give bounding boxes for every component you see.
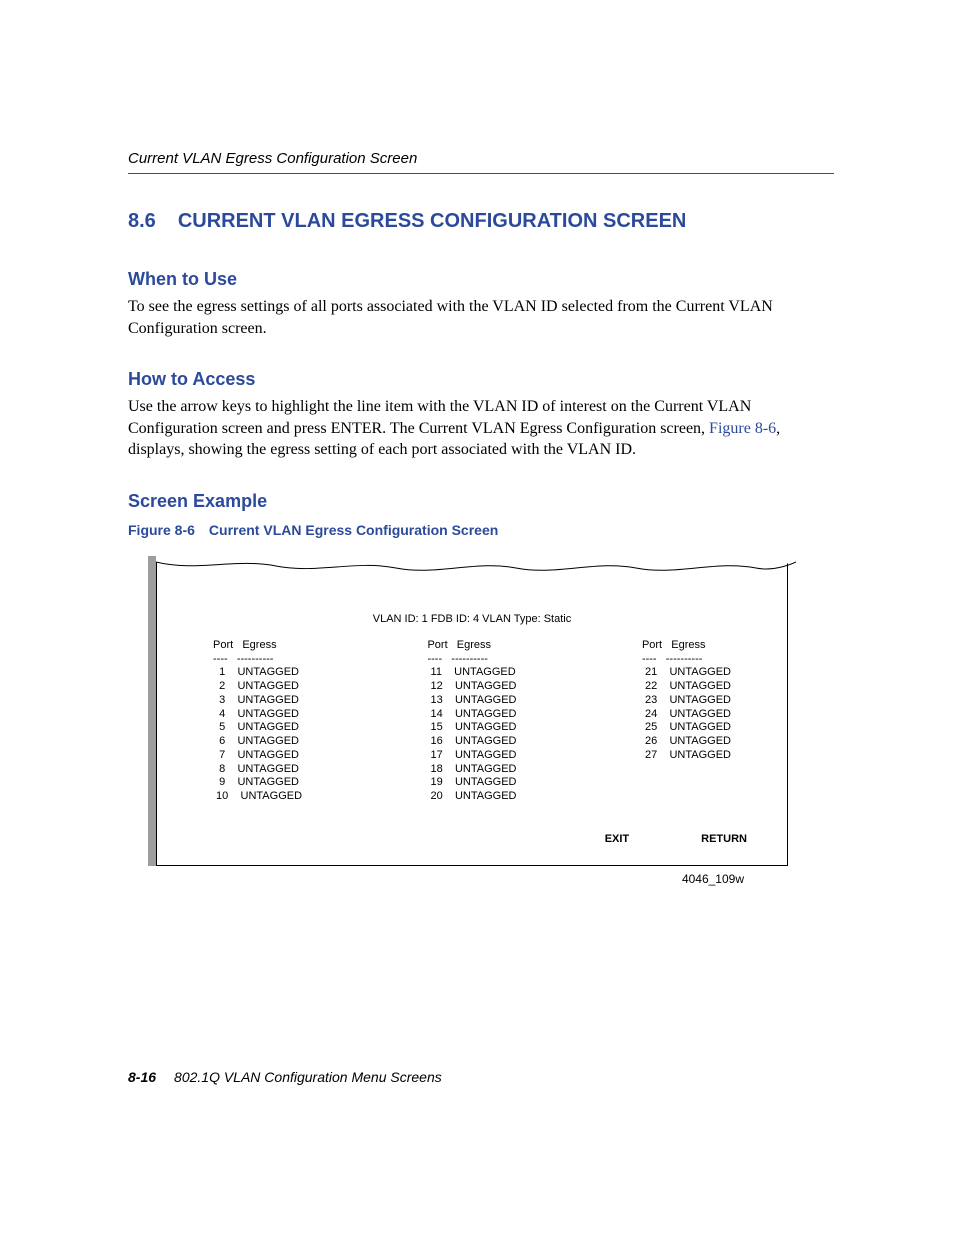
exit-label: EXIT (605, 833, 629, 845)
terminal-column: Port Egress---- ---------- 21 UNTAGGED 2… (642, 639, 731, 804)
chapter-title: 802.1Q VLAN Configuration Menu Screens (174, 1069, 442, 1085)
screen-example-block: Screen Example Figure 8-6 Current VLAN Eg… (128, 491, 834, 886)
when-to-use-text: To see the egress settings of all ports … (128, 296, 834, 339)
terminal-footer: EXIT RETURN (605, 833, 747, 845)
terminal-window: VLAN ID: 1 FDB ID: 4 VLAN Type: Static P… (156, 556, 788, 866)
how-to-access-block: How to Access Use the arrow keys to high… (128, 369, 834, 461)
port-row: 19 UNTAGGED (427, 776, 516, 790)
screen-example-heading: Screen Example (128, 491, 834, 512)
terminal-columns: Port Egress---- ---------- 1 UNTAGGED 2 … (187, 639, 757, 804)
when-to-use-heading: When to Use (128, 269, 834, 290)
section-heading: 8.6 CURRENT VLAN EGRESS CONFIGURATION SCR… (128, 210, 834, 233)
column-dash: ---- ---------- (642, 653, 731, 667)
column-header: Port Egress (427, 639, 516, 653)
port-row: 1 UNTAGGED (213, 666, 302, 680)
figure-xref-link[interactable]: Figure 8-6 (709, 420, 776, 437)
port-row: 8 UNTAGGED (213, 763, 302, 777)
port-row: 27 UNTAGGED (642, 749, 731, 763)
figure-number: Figure 8-6 (128, 522, 195, 538)
port-row: 23 UNTAGGED (642, 694, 731, 708)
figure-caption: Figure 8-6 Current VLAN Egress Configurat… (128, 522, 834, 538)
port-row: 18 UNTAGGED (427, 763, 516, 777)
port-row: 15 UNTAGGED (427, 721, 516, 735)
port-row: 10 UNTAGGED (213, 790, 302, 804)
terminal-figure: VLAN ID: 1 FDB ID: 4 VLAN Type: Static P… (148, 556, 788, 866)
page-footer: 8-16 802.1Q VLAN Configuration Menu Scree… (128, 1069, 442, 1085)
column-header: Port Egress (213, 639, 302, 653)
port-row: 4 UNTAGGED (213, 708, 302, 722)
terminal-column: Port Egress---- ---------- 11 UNTAGGED 1… (427, 639, 516, 804)
port-row: 2 UNTAGGED (213, 680, 302, 694)
how-to-access-text: Use the arrow keys to highlight the line… (128, 396, 834, 461)
running-header: Current VLAN Egress Configuration Screen (128, 150, 834, 174)
return-label: RETURN (701, 833, 747, 845)
how-to-access-heading: How to Access (128, 369, 834, 390)
column-dash: ---- ---------- (427, 653, 516, 667)
section-title: CURRENT VLAN EGRESS CONFIGURATION SCREEN (178, 210, 687, 232)
port-row: 26 UNTAGGED (642, 735, 731, 749)
page-number: 8-16 (128, 1069, 156, 1085)
terminal-inner: VLAN ID: 1 FDB ID: 4 VLAN Type: Static P… (157, 557, 787, 865)
section-number: 8.6 (128, 210, 156, 232)
figure-code: 4046_109w (128, 872, 744, 886)
port-row: 24 UNTAGGED (642, 708, 731, 722)
port-row: 3 UNTAGGED (213, 694, 302, 708)
port-row: 21 UNTAGGED (642, 666, 731, 680)
port-row: 6 UNTAGGED (213, 735, 302, 749)
column-dash: ---- ---------- (213, 653, 302, 667)
column-header: Port Egress (642, 639, 731, 653)
port-row: 14 UNTAGGED (427, 708, 516, 722)
port-row: 11 UNTAGGED (427, 666, 516, 680)
page: Current VLAN Egress Configuration Screen… (0, 0, 954, 1235)
terminal-column: Port Egress---- ---------- 1 UNTAGGED 2 … (213, 639, 302, 804)
port-row: 7 UNTAGGED (213, 749, 302, 763)
port-row: 9 UNTAGGED (213, 776, 302, 790)
port-row: 12 UNTAGGED (427, 680, 516, 694)
port-row: 20 UNTAGGED (427, 790, 516, 804)
port-row: 25 UNTAGGED (642, 721, 731, 735)
how-text-before: Use the arrow keys to highlight the line… (128, 398, 751, 437)
port-row: 17 UNTAGGED (427, 749, 516, 763)
port-row: 22 UNTAGGED (642, 680, 731, 694)
when-to-use-block: When to Use To see the egress settings o… (128, 269, 834, 339)
port-row: 5 UNTAGGED (213, 721, 302, 735)
port-row: 16 UNTAGGED (427, 735, 516, 749)
vlan-info-line: VLAN ID: 1 FDB ID: 4 VLAN Type: Static (187, 613, 757, 625)
port-row: 13 UNTAGGED (427, 694, 516, 708)
figure-title: Current VLAN Egress Configuration Screen (209, 522, 498, 538)
